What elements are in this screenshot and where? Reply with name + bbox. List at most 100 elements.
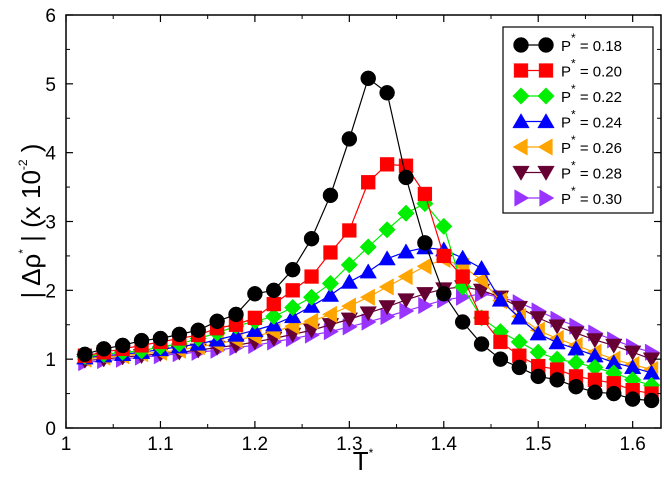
data-point [510,300,529,316]
legend-label: P* = 0.28 [561,159,622,183]
data-point [643,392,660,409]
data-point [247,310,263,326]
data-point [209,313,225,330]
legend-entry: P* = 0.22 [512,82,622,106]
y-tick-label: 4 [45,144,56,165]
data-point [491,291,510,307]
data-point [417,186,433,202]
data-point [340,312,359,328]
data-point [453,249,472,265]
data-point [190,322,206,339]
data-point [436,248,451,264]
legend-marker [537,87,555,105]
legend-marker [538,37,554,53]
legend: P* = 0.18P* = 0.20P* = 0.22P* = 0.24P* =… [502,26,654,214]
series-line [84,293,652,364]
legend-marker [512,138,528,156]
data-point [492,351,509,367]
series-0 [77,70,660,409]
data-point [378,221,396,239]
y-tick-label: 5 [45,75,56,96]
legend-marker [512,165,530,181]
data-point [511,359,528,376]
legend-entry: P* = 0.28 [512,159,622,183]
data-point [360,70,376,87]
data-point [266,296,281,312]
data-point [341,131,358,147]
legend-marker [514,189,530,207]
data-point [321,286,340,302]
data-point [133,332,150,349]
data-point [284,261,301,278]
data-point [378,278,394,296]
data-point [472,259,491,275]
legend-entry: P* = 0.26 [512,133,622,157]
data-point [378,250,396,266]
data-point [397,204,415,222]
legend-marker [538,63,554,78]
y-tick-label: 2 [45,281,56,302]
data-point [605,338,623,354]
data-point [436,286,452,302]
legend-marker [537,113,555,129]
data-point [510,309,529,325]
data-point [152,330,169,347]
data-point [359,288,375,306]
data-point [359,263,377,279]
data-point [530,368,546,385]
data-point [398,169,414,186]
data-point [77,346,93,363]
x-tick-label: 1.6 [619,434,645,455]
data-point [304,269,319,284]
legend-label: P* = 0.24 [561,108,622,132]
x-axis-label: T* [353,446,374,476]
data-point [359,306,377,322]
data-point [342,223,357,238]
data-point [642,352,661,368]
legend-marker [512,113,530,129]
data-point [379,85,395,101]
legend-label: P* = 0.22 [561,82,622,106]
legend-label: P* = 0.26 [561,133,622,157]
y-tick-label: 0 [45,419,56,440]
data-point [455,269,470,284]
data-point [265,307,283,326]
data-point [548,319,566,335]
data-point [284,298,302,317]
data-point [473,336,490,352]
y-axis-label: | Δρ* | (x 10-2 ) [16,144,46,299]
data-point [606,385,622,402]
y-tick-label: 6 [45,6,56,27]
y-tick-label: 3 [45,213,56,234]
data-point [549,372,565,388]
data-point [567,354,585,372]
x-axis: 1 1.1 1.2 1.3 1.4 1.5 1.6 [61,15,646,455]
data-point [302,288,321,306]
legend-entry: P* = 0.20 [513,57,622,81]
data-point [454,314,471,330]
x-tick-label: 1.1 [147,434,173,455]
data-point [397,243,415,259]
data-point [623,345,642,361]
legend-label: P* = 0.20 [561,57,622,81]
legend-marker [513,37,529,53]
legend-entry: P* = 0.30 [514,184,622,208]
legend-marker [537,165,555,181]
data-point [322,187,339,204]
data-point [340,297,356,315]
x-tick-label: 1 [61,434,72,455]
x-tick-label: 1.4 [431,434,458,455]
data-point [417,235,433,251]
data-point [303,312,319,330]
data-point [529,325,547,341]
data-point [416,287,434,303]
legend-box [502,26,654,214]
legend-entry: P* = 0.18 [513,31,622,55]
data-point [586,333,604,349]
data-point [493,334,508,350]
y-axis: 0 1 2 3 4 5 6 [45,6,661,440]
legend-marker [512,87,530,105]
legend-entry: P* = 0.24 [512,108,622,132]
data-point [359,238,377,256]
